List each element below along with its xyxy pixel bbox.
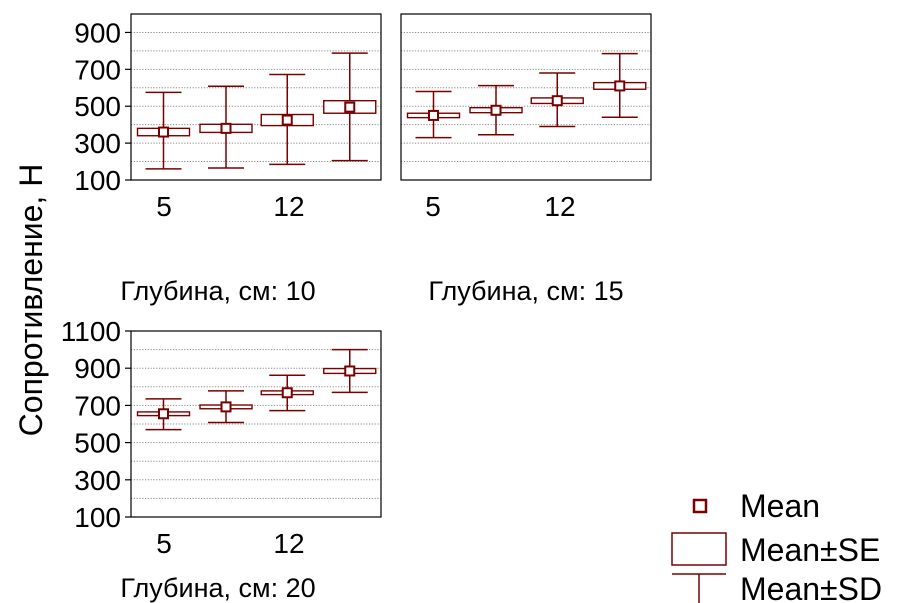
mean-marker <box>281 114 293 126</box>
y-axis-label: Сопротивление, Н <box>13 164 49 437</box>
legend-se-label: Mean±SE <box>740 532 880 568</box>
panel-2: 5 12 Глубина, см: 15 <box>400 13 652 306</box>
panel-3: 100 300 500 700 900 1100 5 12 Глубина, см: 20 <box>61 316 382 603</box>
mean-marker <box>490 104 502 116</box>
x-tick-label: 5 <box>425 191 441 222</box>
mean-marker <box>220 401 232 413</box>
panel-title: Глубина, см: 15 <box>428 276 623 306</box>
y-tick-label: 700 <box>74 390 121 421</box>
x-tick-label: 5 <box>156 528 172 559</box>
x-tick-label: 12 <box>544 191 575 222</box>
y-tick-label: 300 <box>74 465 121 496</box>
panel-1: 100 300 500 700 900 5 12 Глубина, см: 10 <box>74 13 382 306</box>
y-tick-label: 1100 <box>61 316 121 347</box>
x-tick-label: 12 <box>273 191 304 222</box>
mean-marker <box>344 365 356 377</box>
mean-marker <box>281 387 293 399</box>
plot-frame <box>400 13 652 181</box>
mean-marker <box>551 95 563 107</box>
plot-frame <box>130 13 382 181</box>
legend-mean-label: Mean <box>740 488 820 524</box>
legend-se-box <box>671 532 727 566</box>
mean-marker <box>428 109 439 121</box>
legend-mean-marker <box>692 498 708 514</box>
mean-marker <box>158 408 169 420</box>
y-tick-label: 900 <box>74 17 121 48</box>
mean-marker <box>614 80 626 92</box>
panel-title: Глубина, см: 20 <box>120 573 315 603</box>
x-tick-label: 5 <box>156 191 172 222</box>
y-tick-label: 500 <box>74 428 121 459</box>
y-tick-label: 100 <box>74 165 121 196</box>
y-tick-label: 100 <box>74 502 121 533</box>
panel-title: Глубина, см: 10 <box>120 276 315 306</box>
y-tick-label: 300 <box>74 128 121 159</box>
mean-marker <box>158 126 169 138</box>
mean-marker <box>344 101 356 113</box>
mean-marker <box>220 122 232 134</box>
y-tick-label: 900 <box>74 353 121 384</box>
plot-frame <box>130 330 382 518</box>
y-tick-label: 700 <box>74 54 121 85</box>
y-tick-label: 500 <box>74 91 121 122</box>
x-tick-label: 12 <box>273 528 304 559</box>
legend-sd-label: Mean±SD <box>740 571 882 603</box>
legend: Mean Mean±SE Mean±SD <box>671 488 882 603</box>
